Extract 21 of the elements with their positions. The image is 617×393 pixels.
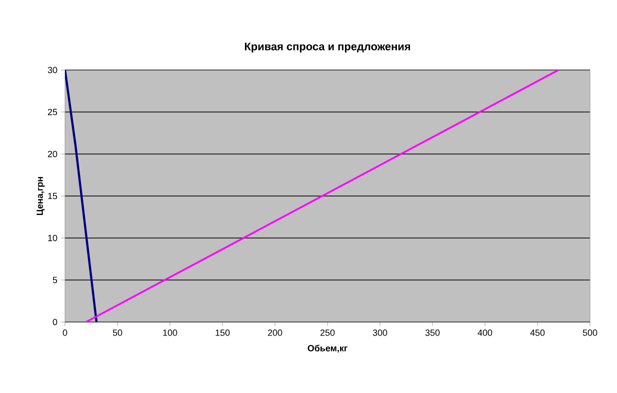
x-tick-label: 150 bbox=[216, 330, 230, 336]
x-tick-label: 400 bbox=[478, 330, 492, 336]
x-tick-label: 350 bbox=[425, 330, 440, 336]
x-tick-label: 100 bbox=[163, 330, 178, 336]
y-tick-label: 20 bbox=[48, 150, 58, 158]
y-axis-title: Цена,грн bbox=[36, 177, 45, 215]
x-tick-label: 250 bbox=[320, 330, 335, 336]
x-tick-label: 0 bbox=[62, 330, 68, 336]
y-tick-label: 25 bbox=[48, 108, 58, 116]
x-tick-label: 50 bbox=[112, 330, 122, 336]
x-tick-label: 500 bbox=[582, 330, 598, 336]
y-tick-label: 0 bbox=[52, 318, 58, 326]
x-axis-title: Обьем,кг bbox=[308, 344, 348, 353]
y-tick-label: 15 bbox=[48, 192, 58, 200]
y-tick-label: 10 bbox=[48, 234, 58, 242]
x-tick-label: 450 bbox=[530, 330, 545, 336]
y-tick-label: 5 bbox=[52, 276, 58, 284]
x-tick-label: 200 bbox=[268, 330, 282, 336]
chart-title: Кривая спроса и предложения bbox=[244, 42, 410, 52]
x-tick-label: 300 bbox=[372, 330, 388, 336]
y-tick-label: 30 bbox=[48, 66, 58, 74]
